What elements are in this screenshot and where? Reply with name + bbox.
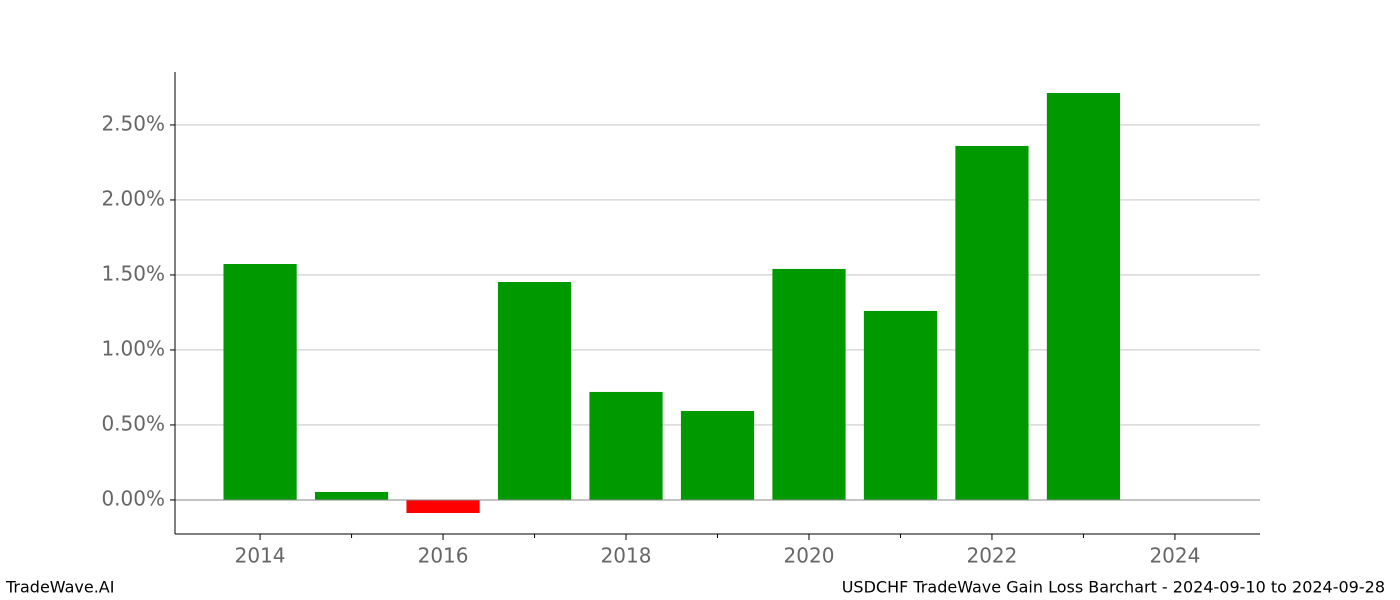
y-tick-label: 2.50% — [101, 111, 165, 135]
x-tick-label: 2022 — [966, 544, 1017, 568]
footer-right: USDCHF TradeWave Gain Loss Barchart - 20… — [842, 578, 1385, 597]
bar — [680, 411, 755, 500]
bar — [589, 391, 663, 500]
y-tick-label: 0.00% — [101, 486, 165, 510]
y-tick-label: 2.00% — [101, 186, 165, 210]
bar — [223, 264, 297, 500]
footer-left: TradeWave.AI — [5, 578, 114, 597]
bar — [314, 492, 389, 500]
x-tick-label: 2020 — [784, 544, 835, 568]
x-tick-label: 2016 — [418, 544, 469, 568]
bar — [1046, 93, 1121, 500]
x-tick-label: 2024 — [1149, 544, 1200, 568]
bar — [863, 310, 938, 500]
y-tick-label: 0.50% — [101, 411, 165, 435]
x-tick-label: 2014 — [235, 544, 286, 568]
y-tick-label: 1.50% — [101, 261, 165, 285]
bar — [772, 268, 846, 500]
y-tick-label: 1.00% — [101, 336, 165, 360]
x-tick-label: 2018 — [601, 544, 652, 568]
bar — [406, 499, 480, 513]
bar — [955, 145, 1029, 500]
bar — [497, 282, 572, 500]
